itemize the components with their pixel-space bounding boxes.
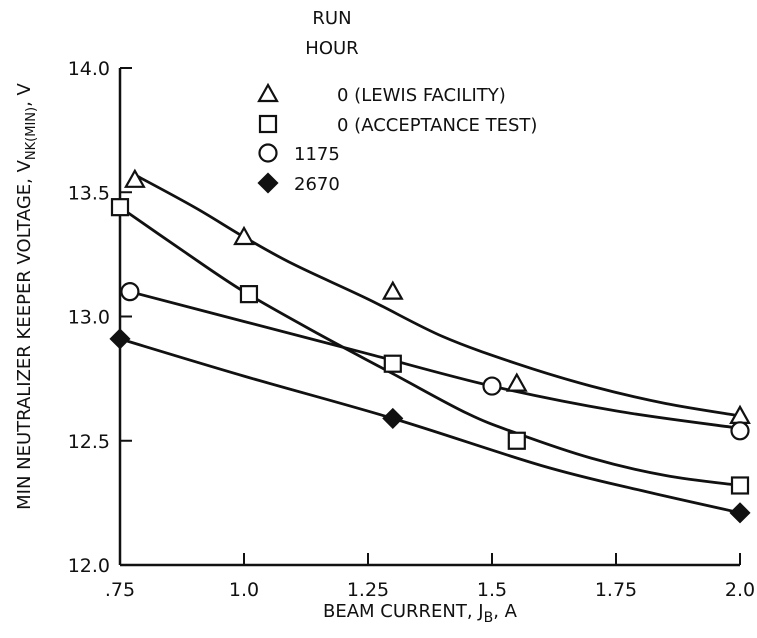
- data-point-1175: [482, 376, 502, 396]
- legend-title-run: RUN: [312, 8, 351, 29]
- legend-label-2670: 2670: [294, 174, 340, 195]
- y-tick-label: 13.0: [68, 307, 110, 329]
- y-axis-title-subscript: NK(MIN): [24, 107, 39, 160]
- data-point-0-acceptance-test: [507, 431, 526, 450]
- series-line-0-acceptance-test: [119, 206, 741, 487]
- y-axis-title-main: MIN NEUTRALIZER KEEPER VOLTAGE, V: [14, 159, 35, 509]
- data-point-2670: [382, 407, 404, 429]
- legend: RUN HOUR 0 (LEWIS FACILITY) 0 (ACCEPTANCE…: [257, 8, 537, 195]
- legend-title-hour: HOUR: [305, 38, 358, 59]
- series-line-1175: [129, 290, 741, 430]
- legend-label-0-acceptance-test: 0 (ACCEPTANCE TEST): [337, 115, 537, 136]
- data-point-0-lewis-facility: [123, 168, 146, 188]
- data-point-2670: [109, 328, 131, 350]
- legend-marker-1175: [258, 143, 278, 163]
- x-tick-label: .75: [105, 579, 135, 601]
- series-line-2670: [119, 337, 741, 515]
- legend-marker-0-lewis-facility: [257, 82, 279, 103]
- data-point-0-acceptance-test: [730, 476, 750, 495]
- x-tick-label: 1.5: [477, 579, 507, 601]
- data-point-0-acceptance-test: [239, 285, 259, 304]
- y-axis-title: MIN NEUTRALIZER KEEPER VOLTAGE, VNK(MIN)…: [14, 82, 39, 509]
- series-markers: [109, 168, 751, 524]
- data-point-1175: [120, 282, 140, 302]
- x-axis-title-subscript: B: [484, 610, 494, 626]
- axes: 12.0 12.5 13.0 13.5 14.0 .75 1.0 1.25 1.5 1.75 2.0: [68, 58, 755, 601]
- data-point-0-lewis-facility: [381, 280, 404, 300]
- legend-label-1175: 1175: [294, 144, 340, 165]
- y-tick-label: 12.5: [68, 431, 110, 453]
- legend-label-0-lewis-facility: 0 (LEWIS FACILITY): [337, 85, 506, 106]
- data-point-0-acceptance-test: [383, 354, 402, 373]
- data-point-0-acceptance-test: [110, 198, 130, 217]
- series-lines: [119, 173, 741, 515]
- data-point-2670: [729, 502, 751, 524]
- y-axis-title-unit: , V: [14, 82, 35, 106]
- x-tick-label: 1.75: [595, 579, 637, 601]
- x-tick-label: 1.25: [347, 579, 389, 601]
- data-point-0-lewis-facility: [505, 372, 528, 392]
- x-axis-title-unit: , A: [493, 601, 517, 622]
- series-line-0-lewis-facility: [134, 173, 741, 418]
- x-tick-label: 1.0: [229, 579, 259, 601]
- y-tick-label: 14.0: [68, 58, 110, 80]
- x-axis-title: BEAM CURRENT, JB, A: [323, 601, 518, 626]
- data-point-1175: [730, 421, 750, 441]
- x-axis-title-main: BEAM CURRENT, J: [323, 601, 484, 622]
- legend-marker-0-acceptance-test: [258, 114, 278, 134]
- x-tick-label: 2.0: [725, 579, 755, 601]
- data-point-0-lewis-facility: [233, 225, 255, 246]
- legend-marker-2670: [257, 172, 279, 194]
- y-tick-label: 12.0: [68, 555, 110, 577]
- y-tick-label: 13.5: [68, 182, 110, 204]
